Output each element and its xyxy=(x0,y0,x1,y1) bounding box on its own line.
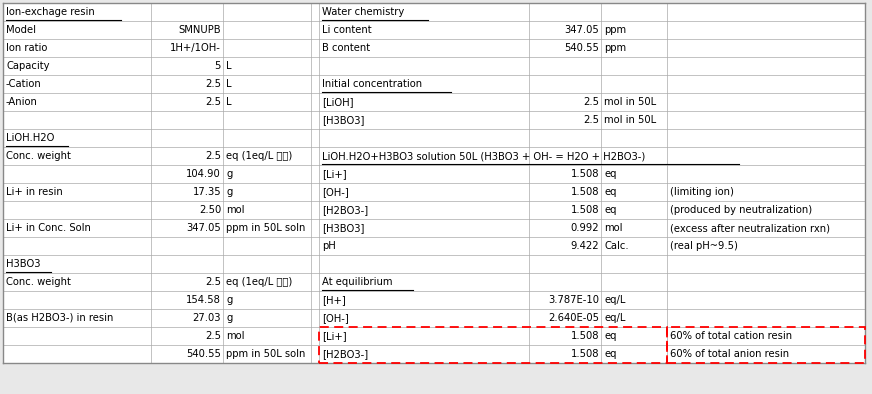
Text: 1.508: 1.508 xyxy=(570,331,599,341)
Text: 2.5: 2.5 xyxy=(583,97,599,107)
Text: 1.508: 1.508 xyxy=(570,169,599,179)
Text: ppm: ppm xyxy=(604,43,626,53)
Text: 347.05: 347.05 xyxy=(187,223,221,233)
Text: eq: eq xyxy=(604,331,617,341)
Text: [OH-]: [OH-] xyxy=(322,187,349,197)
Text: -Cation: -Cation xyxy=(6,79,42,89)
Text: 2.5: 2.5 xyxy=(205,97,221,107)
Text: (limiting ion): (limiting ion) xyxy=(670,187,734,197)
Text: Ion ratio: Ion ratio xyxy=(6,43,47,53)
Text: Conc. weight: Conc. weight xyxy=(6,151,71,161)
Text: 9.422: 9.422 xyxy=(570,241,599,251)
Text: 2.5: 2.5 xyxy=(205,331,221,341)
Text: [LiOH]: [LiOH] xyxy=(322,97,353,107)
Text: Water chemistry: Water chemistry xyxy=(322,7,405,17)
Text: SMNUPB: SMNUPB xyxy=(179,25,221,35)
Text: 1.508: 1.508 xyxy=(570,187,599,197)
Text: 154.58: 154.58 xyxy=(186,295,221,305)
Text: [Li+]: [Li+] xyxy=(322,169,347,179)
Text: 1.508: 1.508 xyxy=(570,349,599,359)
Text: B(as H2BO3-) in resin: B(as H2BO3-) in resin xyxy=(6,313,113,323)
Text: [H+]: [H+] xyxy=(322,295,346,305)
Text: pH: pH xyxy=(322,241,336,251)
Text: 2.5: 2.5 xyxy=(205,79,221,89)
Text: Model: Model xyxy=(6,25,36,35)
Text: eq/L: eq/L xyxy=(604,313,625,323)
Text: ppm: ppm xyxy=(604,25,626,35)
Text: 347.05: 347.05 xyxy=(564,25,599,35)
Text: H3BO3: H3BO3 xyxy=(6,259,40,269)
Text: mol: mol xyxy=(226,205,244,215)
Text: 2.5: 2.5 xyxy=(583,115,599,125)
Text: g: g xyxy=(226,313,232,323)
Text: g: g xyxy=(226,295,232,305)
Text: (produced by neutralization): (produced by neutralization) xyxy=(670,205,812,215)
Text: -Anion: -Anion xyxy=(6,97,37,107)
Text: 1.508: 1.508 xyxy=(570,205,599,215)
Text: 60% of total cation resin: 60% of total cation resin xyxy=(670,331,792,341)
Text: [H2BO3-]: [H2BO3-] xyxy=(322,349,368,359)
Text: Capacity: Capacity xyxy=(6,61,50,71)
Text: 17.35: 17.35 xyxy=(193,187,221,197)
Text: 104.90: 104.90 xyxy=(187,169,221,179)
Text: 27.03: 27.03 xyxy=(193,313,221,323)
Text: eq: eq xyxy=(604,187,617,197)
Text: L: L xyxy=(226,97,231,107)
Text: Calc.: Calc. xyxy=(604,241,629,251)
Text: B content: B content xyxy=(322,43,370,53)
Text: Conc. weight: Conc. weight xyxy=(6,277,71,287)
Text: g: g xyxy=(226,169,232,179)
Text: Li+ in resin: Li+ in resin xyxy=(6,187,63,197)
Text: 5: 5 xyxy=(215,61,221,71)
Text: (real pH~9.5): (real pH~9.5) xyxy=(670,241,738,251)
Text: (excess after neutralization rxn): (excess after neutralization rxn) xyxy=(670,223,830,233)
Text: 540.55: 540.55 xyxy=(564,43,599,53)
Text: ppm in 50L soln: ppm in 50L soln xyxy=(226,223,305,233)
Text: eq (1eq/L 가정): eq (1eq/L 가정) xyxy=(226,277,292,287)
Text: 540.55: 540.55 xyxy=(186,349,221,359)
Text: L: L xyxy=(226,61,231,71)
Text: [H3BO3]: [H3BO3] xyxy=(322,223,364,233)
Text: [H2BO3-]: [H2BO3-] xyxy=(322,205,368,215)
Text: [H3BO3]: [H3BO3] xyxy=(322,115,364,125)
Text: Ion-exchage resin: Ion-exchage resin xyxy=(6,7,95,17)
Text: eq: eq xyxy=(604,205,617,215)
Bar xyxy=(667,327,865,363)
Text: Initial concentration: Initial concentration xyxy=(322,79,422,89)
Text: 2.5: 2.5 xyxy=(205,151,221,161)
Text: 60% of total anion resin: 60% of total anion resin xyxy=(670,349,789,359)
Text: 2.5: 2.5 xyxy=(205,277,221,287)
Text: At equilibrium: At equilibrium xyxy=(322,277,392,287)
Text: g: g xyxy=(226,187,232,197)
Text: ppm in 50L soln: ppm in 50L soln xyxy=(226,349,305,359)
Text: L: L xyxy=(226,79,231,89)
Text: LiOH.H2O: LiOH.H2O xyxy=(6,133,54,143)
Text: mol: mol xyxy=(226,331,244,341)
Text: mol in 50L: mol in 50L xyxy=(604,115,656,125)
Text: eq: eq xyxy=(604,349,617,359)
Text: [OH-]: [OH-] xyxy=(322,313,349,323)
Text: mol in 50L: mol in 50L xyxy=(604,97,656,107)
Text: 2.50: 2.50 xyxy=(199,205,221,215)
Text: 1H+/1OH-: 1H+/1OH- xyxy=(170,43,221,53)
Text: Li content: Li content xyxy=(322,25,371,35)
Text: 3.787E-10: 3.787E-10 xyxy=(548,295,599,305)
Text: Li+ in Conc. Soln: Li+ in Conc. Soln xyxy=(6,223,91,233)
Text: eq (1eq/L 가정): eq (1eq/L 가정) xyxy=(226,151,292,161)
Text: LiOH.H2O+H3BO3 solution 50L (H3BO3 + OH- = H2O + H2BO3-): LiOH.H2O+H3BO3 solution 50L (H3BO3 + OH-… xyxy=(322,151,645,161)
Bar xyxy=(319,327,667,363)
Text: eq/L: eq/L xyxy=(604,295,625,305)
Text: 2.640E-05: 2.640E-05 xyxy=(548,313,599,323)
Text: eq: eq xyxy=(604,169,617,179)
Text: mol: mol xyxy=(604,223,623,233)
Text: 0.992: 0.992 xyxy=(570,223,599,233)
Text: [Li+]: [Li+] xyxy=(322,331,347,341)
